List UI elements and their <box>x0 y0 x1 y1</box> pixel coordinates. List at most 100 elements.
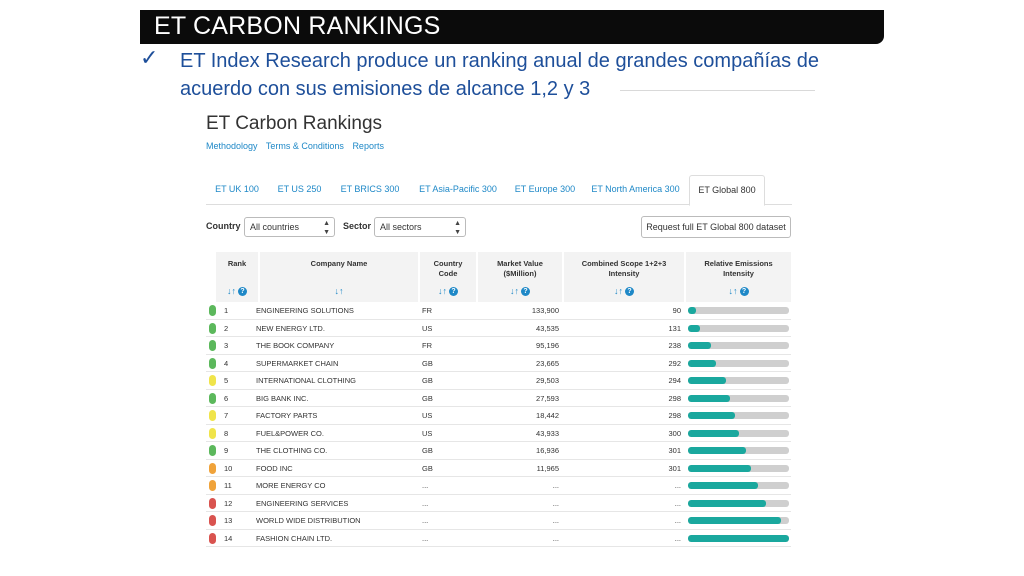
rank-cell: 7 <box>224 411 229 420</box>
relative-intensity-fill <box>688 412 736 419</box>
market-value-cell: 133,900 <box>531 306 559 315</box>
help-icon[interactable]: ? <box>625 287 634 296</box>
market-value-cell: ... <box>552 498 559 508</box>
sort-icon[interactable]: ↓↑ <box>227 286 236 296</box>
help-icon[interactable]: ? <box>739 287 749 296</box>
table-row[interactable]: 11 MORE ENERGY CO......... <box>206 477 791 495</box>
market-value-header[interactable]: Market Value ($Million) ↓↑? <box>478 252 562 302</box>
rank-cell: 1 <box>224 306 229 315</box>
rank-cell: 3 <box>224 341 229 350</box>
table-row[interactable]: 9 THE CLOTHING CO. GB 16,936 301 <box>206 442 791 460</box>
table-row[interactable]: 10 FOOD INC GB 11,965 301 <box>206 460 791 477</box>
table-row[interactable]: 7 FACTORY PARTS US 18,442 298 <box>206 407 791 425</box>
scope-intensity-cell: ... <box>674 498 681 508</box>
sort-control[interactable]: ↓↑? <box>478 286 562 296</box>
company-name-cell: ENGINEERING SERVICES <box>256 498 349 508</box>
country-select[interactable]: All countries ▲ ▼ <box>244 217 335 237</box>
tab-et-europe-300[interactable]: ET Europe 300 <box>514 184 576 194</box>
table-row[interactable]: 5 INTERNATIONAL CLOTHING GB 29,503 294 <box>206 372 791 390</box>
table-row[interactable]: 6 BIG BANK INC. GB 27,593 298 <box>206 390 791 407</box>
request-dataset-button[interactable]: Request full ET Global 800 dataset <box>641 216 791 238</box>
market-value-cell: 16,936 <box>536 446 559 455</box>
relative-intensity-bar <box>688 447 789 454</box>
methodology-link[interactable]: Methodology <box>206 141 258 151</box>
tab-et-north-america-300[interactable]: ET North America 300 <box>591 184 680 194</box>
scope-intensity-cell: 90 <box>672 306 681 315</box>
page-links: Methodology Terms & Conditions Reports <box>206 141 390 151</box>
scope-intensity-cell: 131 <box>668 323 681 333</box>
market-value-cell: ... <box>552 533 559 543</box>
country-code-cell: US <box>422 428 433 438</box>
relative-intensity-fill <box>688 324 701 332</box>
country-code-cell: ... <box>422 533 429 543</box>
sort-icon[interactable]: ↓↑ <box>728 286 738 296</box>
sort-icon[interactable]: ↓↑ <box>510 286 519 296</box>
country-code-cell: GB <box>422 358 433 368</box>
table-row[interactable]: 4 SUPERMARKET CHAIN GB 23,665 292 <box>206 355 791 372</box>
table-row[interactable]: 1 ENGINEERING SOLUTIONS FR 133,900 90 <box>206 302 791 320</box>
market-value-cell: 95,196 <box>536 341 559 350</box>
status-indicator <box>209 410 216 421</box>
status-indicator <box>209 445 216 456</box>
relative-intensity-fill <box>688 499 766 507</box>
slide-bullet-text: ET Index Research produce un ranking anu… <box>180 50 819 100</box>
company-name-cell: WORLD WIDE DISTRIBUTION <box>256 516 361 525</box>
sort-control[interactable]: ↓↑? <box>420 286 476 296</box>
tab-et-asia-pacific-300[interactable]: ET Asia-Pacific 300 <box>419 184 497 194</box>
company-name-cell: SUPERMARKET CHAIN <box>256 358 339 368</box>
relative-intensity-bar <box>688 412 789 419</box>
table-row[interactable]: 3 THE BOOK COMPANY FR 95,196 238 <box>206 337 791 355</box>
sort-icon[interactable]: ↓↑ <box>614 286 623 296</box>
help-icon[interactable]: ? <box>238 287 247 296</box>
help-icon[interactable]: ? <box>521 287 530 296</box>
table-row[interactable]: 2 NEW ENERGY LTD. US 43,535 131 <box>206 320 791 337</box>
table-row[interactable]: 13 WORLD WIDE DISTRIBUTION......... <box>206 512 791 530</box>
slide-title: ET CARBON RANKINGS <box>154 12 441 40</box>
market-value-cell: 27,593 <box>536 393 559 403</box>
sort-control[interactable]: ↓↑? <box>564 286 684 296</box>
market-value-cell: 43,535 <box>536 323 559 333</box>
rank-header[interactable]: Rank ↓↑? <box>216 252 258 302</box>
help-icon[interactable]: ? <box>449 287 458 296</box>
tab-et-brics-300[interactable]: ET BRICS 300 <box>340 184 400 194</box>
table-row[interactable]: 12 ENGINEERING SERVICES......... <box>206 495 791 512</box>
rank-cell: 4 <box>224 358 229 368</box>
relative-intensity-bar <box>688 324 789 332</box>
scope-intensity-cell: ... <box>674 516 681 525</box>
tab-et-us-250[interactable]: ET US 250 <box>277 184 322 194</box>
status-indicator <box>209 515 216 526</box>
company-header[interactable]: Company Name ↓↑ <box>260 252 418 302</box>
sort-control[interactable]: ↓↑? <box>216 286 258 296</box>
table-header: Rank ↓↑? Company Name ↓↑ Country Code ↓↑?… <box>206 252 791 302</box>
scope-intensity-header[interactable]: Combined Scope 1+2+3 Intensity ↓↑? <box>564 252 684 302</box>
scope-intensity-cell: 301 <box>668 463 681 473</box>
company-name-cell: FUEL&POWER CO. <box>256 428 324 438</box>
sector-select[interactable]: All sectors ▲ ▼ <box>374 217 466 237</box>
relative-intensity-bar <box>688 377 789 384</box>
country-label: Country <box>206 221 241 231</box>
sort-control[interactable]: ↓↑ <box>260 286 418 296</box>
tab-et-global-800[interactable]: ET Global 800 <box>689 175 765 206</box>
rank-cell: 9 <box>224 446 229 455</box>
country-code-header[interactable]: Country Code ↓↑? <box>420 252 476 302</box>
sort-control[interactable]: ↓↑? <box>686 286 791 296</box>
relative-intensity-header[interactable]: Relative Emissions Intensity ↓↑? <box>686 252 791 302</box>
reports-link[interactable]: Reports <box>352 141 384 151</box>
rank-cell: 2 <box>224 323 229 333</box>
table-row[interactable]: 8 FUEL&POWER CO. US 43,933 300 <box>206 425 791 442</box>
terms-link[interactable]: Terms & Conditions <box>265 141 344 151</box>
relative-intensity-fill <box>688 534 789 542</box>
status-indicator <box>209 392 216 404</box>
table-row[interactable]: 14 FASHION CHAIN LTD.......... <box>206 530 791 547</box>
sort-icon[interactable]: ↓↑ <box>438 286 447 296</box>
status-indicator <box>209 462 216 474</box>
relative-intensity-fill <box>688 429 739 437</box>
status-indicator <box>209 427 216 439</box>
relative-intensity-fill <box>688 394 731 402</box>
sort-icon[interactable]: ↓↑ <box>334 286 344 296</box>
tab-et-uk-100[interactable]: ET UK 100 <box>215 184 259 194</box>
scope-intensity-cell: 292 <box>668 358 681 368</box>
rank-cell: 12 <box>224 498 233 508</box>
company-name-cell: FACTORY PARTS <box>256 411 318 420</box>
country-code-cell: US <box>422 411 433 420</box>
